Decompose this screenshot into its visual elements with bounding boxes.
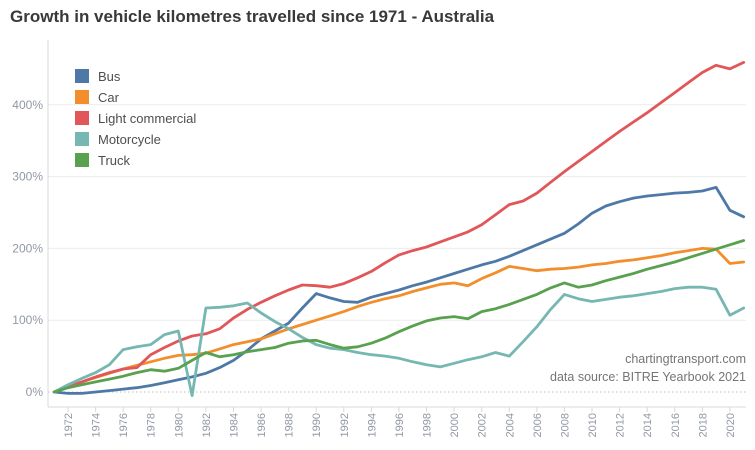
x-tick-label-1984: 1984 (228, 413, 240, 437)
legend-label: Truck (98, 152, 131, 168)
x-tick-label-1982: 1982 (201, 413, 213, 437)
y-tick-label-0: 0% (26, 385, 44, 399)
legend-label: Motorcycle (98, 131, 161, 147)
x-tick-label-1996: 1996 (394, 413, 406, 437)
x-tick-label-2020: 2020 (725, 413, 737, 437)
series-line-bus[interactable] (52, 186, 746, 395)
x-tick-label-1980: 1980 (173, 413, 185, 437)
x-tick-label-1994: 1994 (366, 413, 378, 437)
x-tick-label-2010: 2010 (587, 413, 599, 437)
legend-label: Bus (98, 68, 121, 84)
x-tick-label-1976: 1976 (118, 413, 130, 437)
legend-swatch-car (75, 90, 89, 104)
legend-item-bus[interactable]: Bus (75, 66, 196, 86)
y-tick-label-200: 200% (12, 241, 43, 255)
legend-label: Car (98, 89, 119, 105)
series-line-truck[interactable] (52, 239, 746, 394)
x-tick-label-2002: 2002 (477, 413, 489, 437)
credit-website: chartingtransport.com (625, 352, 746, 366)
legend-item-light-commercial[interactable]: Light commercial (75, 108, 196, 128)
x-tick-label-1990: 1990 (311, 413, 323, 437)
legend-item-car[interactable]: Car (75, 87, 196, 107)
x-tick-label-1974: 1974 (91, 413, 103, 437)
series-line-motorcycle[interactable] (52, 285, 746, 397)
legend-item-truck[interactable]: Truck (75, 150, 196, 170)
legend-swatch-truck (75, 153, 89, 167)
credit-data-source: data source: BITRE Yearbook 2021 (550, 370, 746, 384)
x-tick-label-1986: 1986 (256, 413, 268, 437)
y-tick-label-400: 400% (12, 98, 43, 112)
x-tick-label-1978: 1978 (146, 413, 158, 437)
legend-item-motorcycle[interactable]: Motorcycle (75, 129, 196, 149)
x-tick-label-1988: 1988 (284, 413, 296, 437)
x-tick-label-1992: 1992 (339, 413, 351, 437)
x-tick-label-1972: 1972 (63, 413, 75, 437)
x-tick-label-2006: 2006 (532, 413, 544, 437)
legend-label: Light commercial (98, 110, 197, 126)
x-tick-label-2012: 2012 (615, 413, 627, 437)
series-line-light-commercial[interactable] (52, 61, 746, 394)
legend-swatch-motorcycle (75, 132, 89, 146)
x-tick-label-2018: 2018 (697, 413, 709, 437)
x-tick-label-1998: 1998 (422, 413, 434, 437)
x-tick-label-2000: 2000 (449, 413, 461, 437)
y-tick-label-300: 300% (12, 170, 43, 184)
x-tick-label-2008: 2008 (559, 413, 571, 437)
y-tick-label-100: 100% (12, 313, 43, 327)
x-tick-label-2016: 2016 (670, 413, 682, 437)
chart-title: Growth in vehicle kilometres travelled s… (10, 7, 495, 26)
series-line-car[interactable] (52, 247, 746, 394)
legend-swatch-light-commercial (75, 111, 89, 125)
chart-legend: Bus Car Light commercial Motorcycle Truck (75, 66, 196, 171)
x-tick-label-2014: 2014 (642, 413, 654, 437)
legend-swatch-bus (75, 69, 89, 83)
x-tick-label-2004: 2004 (504, 413, 516, 437)
